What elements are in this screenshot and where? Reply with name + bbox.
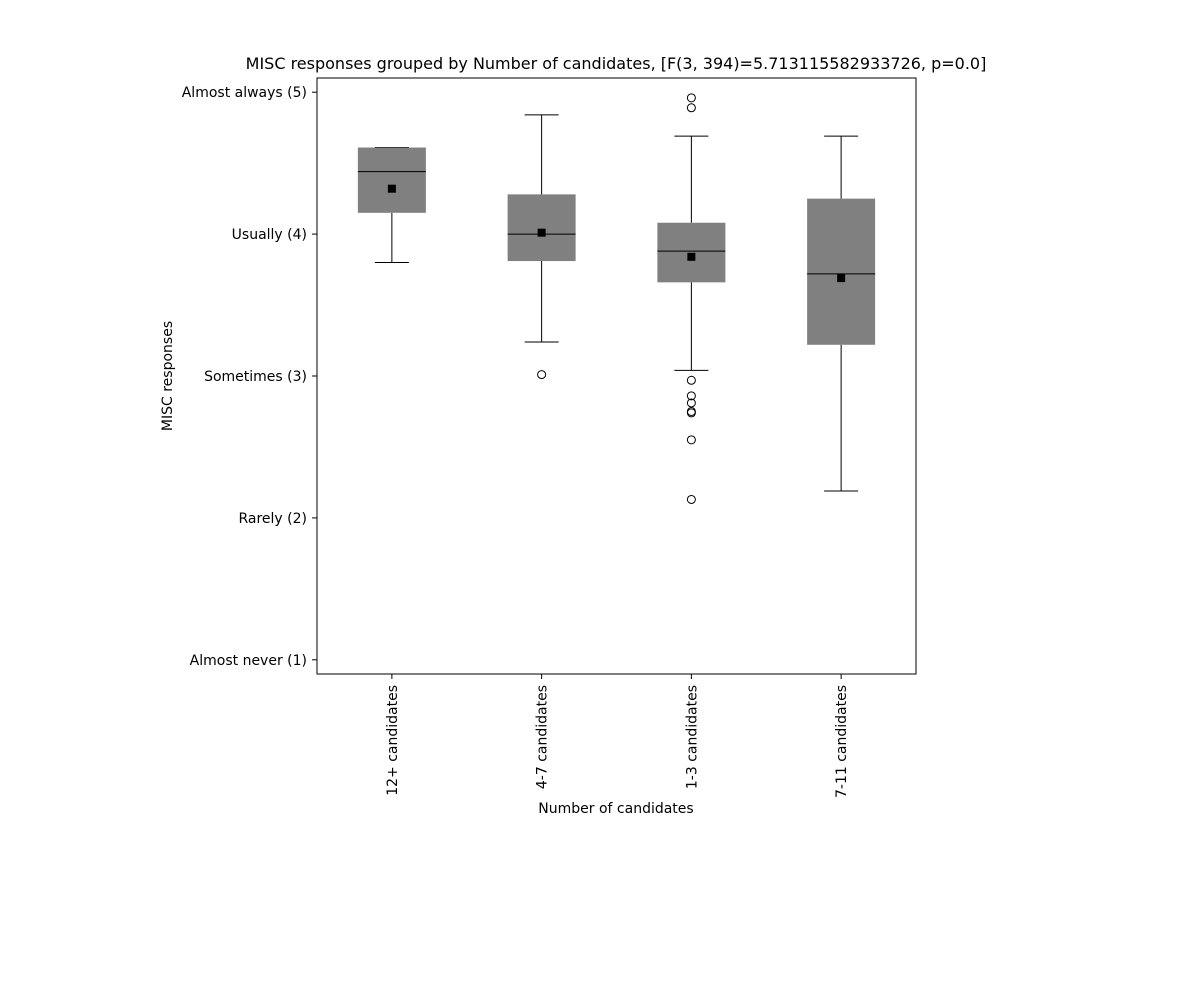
mean-marker <box>387 184 396 193</box>
outlier-point <box>686 375 696 385</box>
outlier-point <box>686 408 696 418</box>
outlier-point <box>686 93 696 103</box>
y-tick-label: Sometimes (3) <box>204 369 307 385</box>
box-group <box>357 147 426 263</box>
x-tick-label: 4-7 candidates <box>535 685 551 789</box>
box-iqr <box>807 198 876 345</box>
x-tick-label: 7-11 candidates <box>834 685 850 798</box>
box-iqr <box>507 194 576 262</box>
box-group <box>507 114 576 380</box>
outlier-point <box>686 435 696 445</box>
x-axis: 12+ candidates 4-7 candidates 1-3 candidat… <box>385 674 850 798</box>
outlier-point <box>686 391 696 401</box>
outlier-point <box>686 398 696 408</box>
y-tick-label: Almost never (1) <box>190 653 307 669</box>
y-axis-label: MISC responses <box>160 321 176 431</box>
y-tick-label: Almost always (5) <box>182 85 307 101</box>
x-axis-label: Number of candidates <box>538 801 693 817</box>
box-group <box>657 93 726 504</box>
y-axis: Almost always (5) Usually (4) Sometimes (3… <box>182 85 317 669</box>
outlier-point <box>686 494 696 504</box>
box-iqr <box>357 147 426 213</box>
y-tick-label: Rarely (2) <box>238 511 307 527</box>
box-group <box>807 135 876 492</box>
x-tick-label: 12+ candidates <box>385 685 401 796</box>
mean-marker <box>687 252 696 261</box>
mean-marker <box>537 228 546 237</box>
box-series <box>357 93 876 504</box>
outlier-point <box>537 370 547 380</box>
y-tick-label: Usually (4) <box>232 227 307 243</box>
mean-marker <box>837 274 846 283</box>
x-tick-label: 1-3 candidates <box>684 685 700 789</box>
chart-title: MISC responses grouped by Number of cand… <box>246 54 987 73</box>
box-iqr <box>657 222 726 283</box>
outlier-point <box>686 103 696 113</box>
